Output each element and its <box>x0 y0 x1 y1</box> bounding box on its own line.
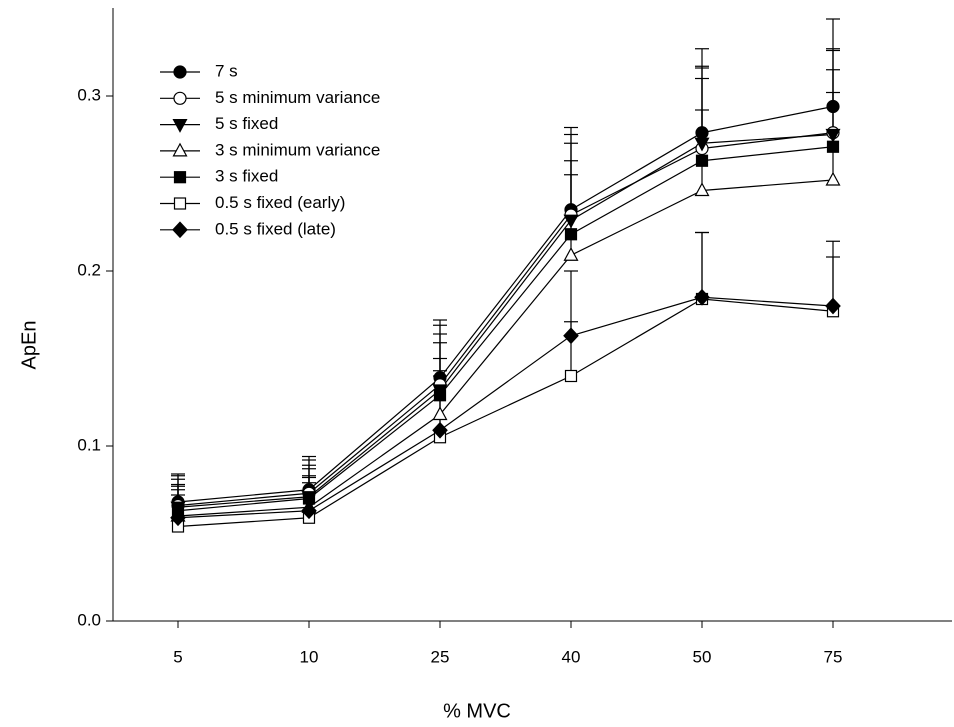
series-line <box>177 133 834 508</box>
y-tick-label: 0.3 <box>77 85 101 104</box>
data-point <box>563 327 579 345</box>
data-point <box>432 421 448 439</box>
legend-label: 5 s minimum variance <box>215 88 380 107</box>
y-axis-title: ApEn <box>18 321 40 370</box>
x-tick-label: 25 <box>431 647 450 666</box>
data-point <box>826 140 840 153</box>
series-line <box>177 132 834 507</box>
y-tick-label: 0.2 <box>77 260 101 279</box>
series-line <box>177 298 834 528</box>
legend-marker <box>172 221 188 239</box>
legend-marker <box>173 65 187 79</box>
data-point <box>825 171 841 186</box>
series-line <box>177 105 834 503</box>
data-point <box>170 509 186 527</box>
data-point <box>826 99 840 114</box>
data-point <box>695 126 709 140</box>
legend-marker <box>172 142 188 157</box>
legend-label: 3 s minimum variance <box>215 140 380 159</box>
data-point <box>563 246 579 261</box>
series-line <box>177 179 834 517</box>
legend-label: 5 s fixed <box>215 114 278 133</box>
data-point <box>825 128 841 143</box>
data-point <box>694 137 710 152</box>
data-point <box>564 369 578 383</box>
y-tick-label: 0.1 <box>77 435 101 454</box>
legend-label: 0.5 s fixed (early) <box>215 193 345 212</box>
data-point <box>433 389 447 402</box>
x-tick-label: 40 <box>562 647 581 666</box>
data-point <box>694 288 710 306</box>
data-point <box>695 154 709 167</box>
x-tick-label: 5 <box>173 647 182 666</box>
series-line <box>177 146 834 512</box>
legend-marker <box>173 197 187 210</box>
legend-label: 0.5 s fixed (late) <box>215 219 336 238</box>
data-point <box>825 297 841 315</box>
data-point <box>301 502 317 520</box>
data-point <box>694 182 710 197</box>
x-tick-label: 75 <box>824 647 843 666</box>
x-tick-label: 10 <box>300 647 319 666</box>
legend-label: 7 s <box>215 61 238 80</box>
data-point <box>563 214 579 229</box>
legend-marker <box>173 91 187 105</box>
legend-marker <box>173 171 187 184</box>
data-point <box>302 492 316 505</box>
y-tick-label: 0.0 <box>77 610 101 629</box>
legend-marker <box>172 118 188 133</box>
data-point <box>432 406 448 421</box>
data-point <box>564 228 578 241</box>
x-tick-label: 50 <box>693 647 712 666</box>
series-line <box>177 296 834 519</box>
x-axis-title: % MVC <box>443 700 511 722</box>
legend-label: 3 s fixed <box>215 167 278 186</box>
